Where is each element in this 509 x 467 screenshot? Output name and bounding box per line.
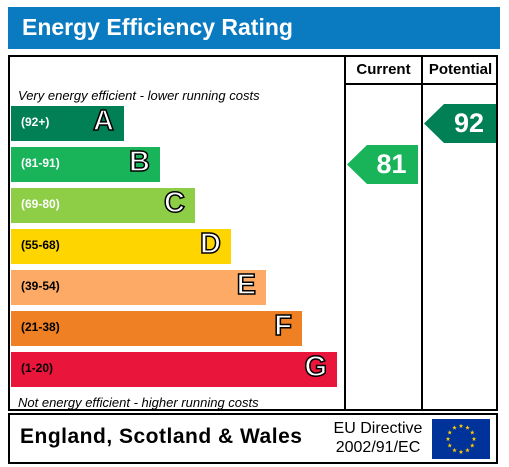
- flag-star: [452, 447, 457, 453]
- band-range: (92+): [21, 115, 50, 129]
- bottom-note: Not energy efficient - higher running co…: [18, 395, 259, 410]
- header-divider: [344, 83, 496, 85]
- band-range: (21-38): [21, 320, 60, 334]
- chart-title: Energy Efficiency Rating: [22, 14, 293, 40]
- band-c: (69-80) C: [11, 186, 195, 223]
- band-g: (1-20) G: [11, 350, 337, 387]
- flag-star: [447, 430, 453, 435]
- potential-rating-value: 92: [453, 108, 485, 138]
- flag-star: [465, 425, 470, 430]
- flag-star: [447, 443, 453, 448]
- band-range: (69-80): [21, 197, 60, 211]
- band-letter: A: [92, 104, 114, 138]
- band-letter: B: [128, 145, 150, 179]
- potential-column-divider: [421, 57, 423, 409]
- footer: England, Scotland & Wales EU Directive 2…: [8, 413, 498, 464]
- potential-column-header: Potential: [428, 61, 493, 78]
- flag-star: [469, 430, 475, 435]
- footer-region: England, Scotland & Wales: [20, 425, 303, 448]
- flag-star: [445, 436, 451, 441]
- band-range: (1-20): [21, 361, 54, 375]
- current-column-divider: [344, 57, 346, 409]
- potential-rating-arrow: 92: [424, 104, 496, 143]
- band-range: (81-91): [21, 156, 60, 170]
- title-bar: Energy Efficiency Rating: [8, 7, 500, 49]
- band-b: (81-91) B: [11, 145, 160, 182]
- current-rating-value: 81: [376, 149, 407, 179]
- top-note: Very energy efficient - lower running co…: [18, 88, 260, 103]
- flag-star: [458, 449, 464, 454]
- directive-line-2: 2002/91/EC: [335, 439, 421, 456]
- band-letter: D: [199, 227, 221, 261]
- band-letter: F: [274, 309, 293, 343]
- band-a: (92+) A: [11, 104, 124, 141]
- footer-directive: EU Directive 2002/91/EC: [326, 419, 430, 457]
- current-rating-arrow: 81: [347, 145, 418, 184]
- band-range: (39-54): [21, 279, 60, 293]
- flag-star: [452, 425, 457, 430]
- band-d: (55-68) D: [11, 227, 231, 264]
- rating-frame: Current Potential Very energy efficient …: [8, 55, 498, 411]
- band-letter: G: [304, 350, 328, 384]
- flag-star: [469, 443, 475, 448]
- band-letter: C: [163, 186, 185, 220]
- band-letter: E: [236, 268, 257, 302]
- current-column-header: Current: [356, 61, 411, 78]
- band-range: (55-68): [21, 238, 60, 252]
- directive-line-1: EU Directive: [333, 420, 423, 437]
- eu-flag-icon: [432, 419, 490, 459]
- band-f: (21-38) F: [11, 309, 302, 346]
- band-e: (39-54) E: [11, 268, 266, 305]
- flag-star: [458, 423, 464, 428]
- flag-star: [471, 436, 477, 441]
- flag-star: [465, 447, 470, 453]
